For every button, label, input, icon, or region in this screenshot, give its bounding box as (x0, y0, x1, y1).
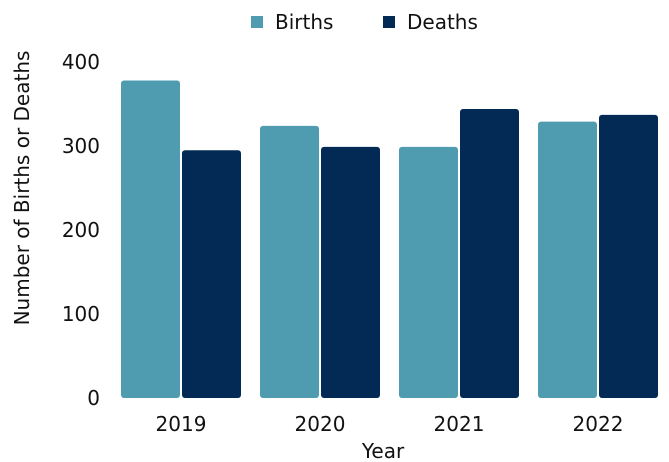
x-axis-title: Year (361, 439, 405, 462)
y-axis-tick-labels: 0 100 200 300 400 (62, 50, 100, 410)
chart-legend: Births Deaths (251, 10, 478, 34)
y-tick-label: 300 (62, 134, 100, 158)
x-tick-label: 2021 (434, 412, 485, 436)
bar-deaths-2022 (599, 114, 658, 399)
x-tick-label: 2022 (573, 412, 624, 436)
legend-swatch-births (251, 16, 263, 28)
bar-deaths-2019 (182, 150, 241, 398)
y-tick-label: 200 (62, 218, 100, 242)
x-tick-label: 2020 (295, 412, 346, 436)
legend-label-births: Births (275, 10, 333, 34)
bar-deaths-2021 (460, 109, 519, 398)
legend-swatch-deaths (383, 16, 395, 28)
y-tick-label: 0 (87, 386, 100, 410)
chart-bars (121, 80, 658, 399)
x-axis-tick-labels: 2019 2020 2021 2022 (156, 412, 624, 436)
x-tick-label: 2019 (156, 412, 207, 436)
bar-births-2022 (538, 121, 597, 398)
y-axis-title: Number of Births or Deaths (10, 51, 34, 326)
legend-label-deaths: Deaths (407, 10, 478, 34)
bar-deaths-2020 (321, 146, 380, 398)
bar-births-2021 (399, 146, 458, 398)
y-tick-label: 400 (62, 50, 100, 74)
y-tick-label: 100 (62, 302, 100, 326)
bar-births-2020 (260, 125, 319, 398)
bar-births-2019 (121, 80, 180, 398)
